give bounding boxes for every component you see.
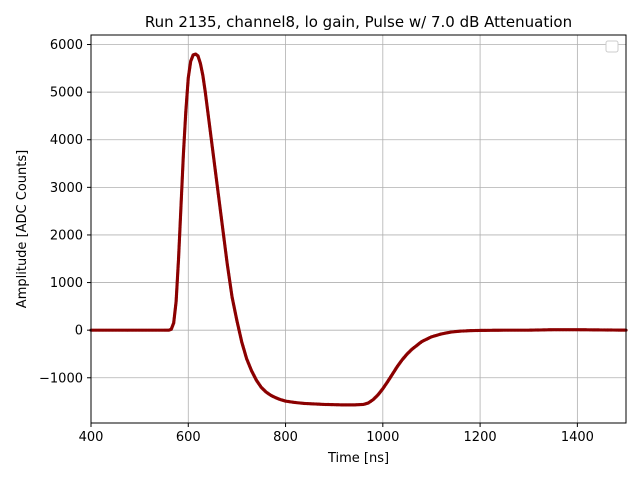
y-tick-label: 5000 <box>50 86 83 101</box>
y-tick-label: 3000 <box>50 181 83 196</box>
y-axis-label: Amplitude [ADC Counts] <box>15 150 30 308</box>
chart-title: Run 2135, channel8, lo gain, Pulse w/ 7.… <box>145 13 572 31</box>
y-tick-label: 0 <box>75 324 83 339</box>
legend-box <box>605 40 619 53</box>
x-tick-label: 800 <box>273 430 298 445</box>
grid <box>90 35 626 423</box>
y-tick-label: 4000 <box>50 133 83 148</box>
y-tick-label: 1000 <box>50 276 83 291</box>
legend <box>605 40 619 53</box>
ticks: 400 600 800 1000 1200 1400 −1000 0 1000 2000 3000 4… <box>39 38 594 445</box>
y-tick-label: 2000 <box>50 228 83 243</box>
y-tick-label: −1000 <box>39 371 83 386</box>
x-tick-label: 600 <box>176 430 201 445</box>
x-tick-label: 1000 <box>366 430 399 445</box>
y-tick-label: 6000 <box>50 38 83 53</box>
x-axis-label: Time [ns] <box>327 451 389 466</box>
plot-frame <box>90 34 627 424</box>
x-tick-label: 400 <box>79 430 104 445</box>
x-tick-label: 1200 <box>464 430 497 445</box>
data-series <box>89 52 628 407</box>
x-tick-label: 1400 <box>561 430 594 445</box>
